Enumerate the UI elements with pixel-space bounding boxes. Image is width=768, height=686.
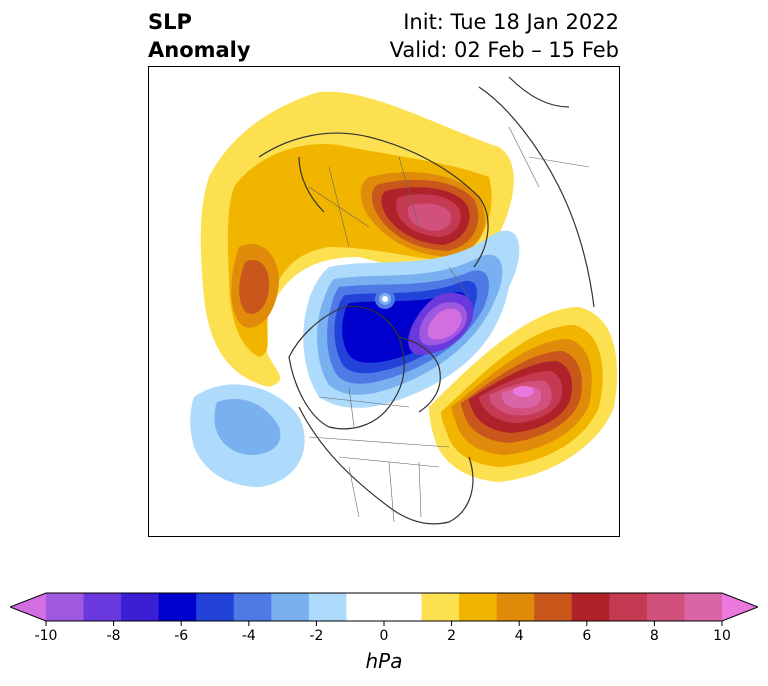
colorbar-tick-label: -6 [174,628,189,644]
valid-range: Valid: 02 Feb – 15 Feb [389,38,619,62]
colorbar-cell [196,593,235,621]
colorbar-tick-label: 8 [649,628,659,644]
negative-anomaly-pacific [190,384,305,487]
colorbar-tick-label: -8 [106,628,121,644]
colorbar-cell [233,593,272,621]
colorbar-cell [459,593,498,621]
colorbar-cell [46,593,85,621]
colorbar-cell [121,593,160,621]
map-canvas [190,76,618,525]
positive-anomaly-eurasia [200,91,514,387]
colorbar-cell [684,593,723,621]
colorbar-tick-label: -10 [34,628,58,644]
colorbar-tick-label: 6 [582,628,592,644]
title-line1: SLP [148,10,192,34]
coastlines [258,76,595,525]
colorbar-cell [534,593,573,621]
colorbar-tick-label: 0 [379,628,389,644]
colorbar-cell [346,593,385,621]
colorbar-cell [571,593,610,621]
colorbar-cell [384,593,423,621]
colorbar-cell [158,593,197,621]
colorbar-cell [83,593,122,621]
colorbar-tick-label: 10 [713,628,731,644]
colorbar-extend-high [722,593,758,621]
map-title: SLP Anomaly [148,8,251,64]
colorbar-extend-low [10,593,46,621]
positive-anomaly-atlantic [429,307,618,482]
init-date: Init: Tue 18 Jan 2022 [403,10,619,34]
colorbar-tick-label: -2 [309,628,324,644]
colorbar-cell [271,593,310,621]
title-line2: Anomaly [148,38,251,62]
borders [308,126,590,523]
colorbar-units: hPa [365,649,403,673]
colorbar [10,592,758,626]
colorbar-tick-label: -4 [241,628,256,644]
colorbar-cell [646,593,685,621]
colorbar-cell [609,593,648,621]
colorbar-cell [421,593,460,621]
anomaly-map [148,66,620,537]
colorbar-cell [496,593,535,621]
colorbar-tick-label: 2 [447,628,457,644]
colorbar-tick-label: 4 [514,628,524,644]
map-dates: Init: Tue 18 Jan 2022 Valid: 02 Feb – 15… [390,8,619,64]
colorbar-cell [308,593,347,621]
negative-anomaly-arctic [303,230,520,408]
